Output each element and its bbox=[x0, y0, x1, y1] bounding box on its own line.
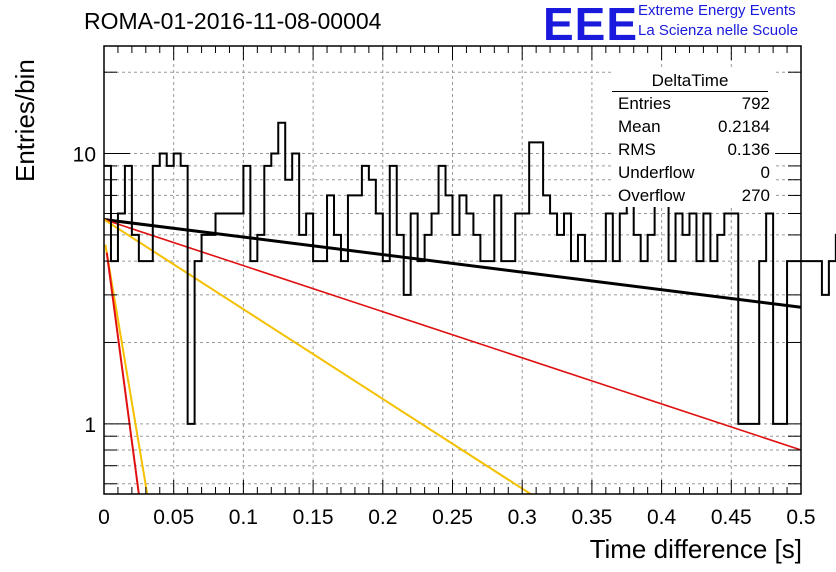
stats-box: DeltaTime Entries 792 Mean 0.2184 RMS 0.… bbox=[612, 70, 774, 207]
grid-lines bbox=[104, 46, 801, 494]
fit-curve bbox=[103, 218, 802, 451]
stats-row: Mean 0.2184 bbox=[612, 115, 774, 138]
x-tick-label: 0.45 bbox=[711, 506, 752, 529]
stats-value: 0 bbox=[760, 163, 770, 182]
stats-title: DeltaTime bbox=[612, 70, 768, 92]
stats-row: Entries 792 bbox=[612, 92, 774, 115]
y-tick-labels: 1 10 bbox=[73, 144, 96, 437]
x-tick-label: 0 bbox=[98, 506, 110, 529]
x-tick-labels: 0 0.05 0.1 0.15 0.2 0.25 0.3 0.35 0.4 0.45 0.5 bbox=[98, 506, 815, 529]
logo-line-2: La Scienza nelle Scuole bbox=[638, 22, 799, 39]
stats-row: Underflow 0 bbox=[612, 161, 774, 184]
x-tick-label: 0.05 bbox=[153, 506, 194, 529]
stats-label: Mean bbox=[618, 117, 661, 136]
stats-row: Overflow 270 bbox=[612, 184, 774, 207]
stats-label: Entries bbox=[618, 94, 671, 113]
x-tick-label: 0.25 bbox=[432, 506, 473, 529]
stats-label: RMS bbox=[618, 140, 656, 159]
x-tick-label: 0.15 bbox=[293, 506, 334, 529]
x-tick-label: 0.1 bbox=[229, 506, 258, 529]
x-tick-label: 0.3 bbox=[508, 506, 537, 529]
fit-curves bbox=[103, 218, 802, 495]
y-tick-label: 10 bbox=[73, 144, 96, 167]
stats-label: Overflow bbox=[618, 186, 686, 205]
x-tick-label: 0.35 bbox=[571, 506, 612, 529]
fit-curve bbox=[105, 252, 140, 495]
x-tick-label: 0.4 bbox=[647, 506, 677, 529]
x-axis-label: Time difference [s] bbox=[589, 534, 802, 564]
y-tick-label: 1 bbox=[84, 414, 96, 437]
fit-curve bbox=[104, 244, 149, 495]
y-axis-label: Entries/bin bbox=[10, 59, 40, 182]
x-tick-label: 0.5 bbox=[786, 506, 815, 529]
stats-value: 0.2184 bbox=[718, 117, 770, 136]
fit-curve bbox=[103, 218, 532, 495]
eee-logo: EEE bbox=[543, 0, 639, 50]
stats-value: 792 bbox=[741, 94, 770, 113]
x-tick-label: 0.2 bbox=[368, 506, 397, 529]
stats-row: RMS 0.136 bbox=[612, 138, 774, 161]
stats-label: Underflow bbox=[618, 163, 695, 182]
stats-value: 0.136 bbox=[727, 140, 770, 159]
histogram-series bbox=[104, 121, 836, 425]
plot-title: ROMA-01-2016-11-08-00004 bbox=[84, 8, 382, 34]
axis-ticks bbox=[103, 46, 802, 494]
fit-curve bbox=[103, 218, 802, 309]
logo-line-1: Extreme Energy Events bbox=[638, 2, 796, 19]
stats-value: 270 bbox=[741, 186, 770, 205]
